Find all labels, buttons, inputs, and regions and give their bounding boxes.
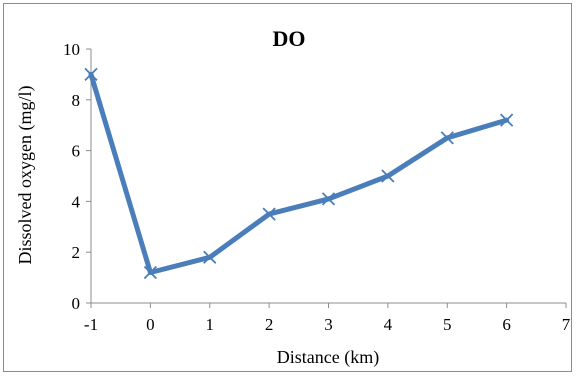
data-point-marker: [499, 113, 514, 127]
x-tick-label: 1: [206, 315, 215, 334]
x-tick-label: 4: [384, 315, 393, 334]
axes: [86, 48, 567, 308]
y-tick-label: 6: [72, 142, 81, 161]
data-point-marker: [381, 169, 395, 183]
y-tick-labels: 0 2 4 6 8 10: [63, 40, 81, 313]
y-tick-label: 0: [72, 294, 81, 313]
data-point-marker: [143, 265, 158, 280]
data-point-marker: [84, 67, 98, 82]
data-point-marker: [203, 250, 217, 264]
y-tick-label: 4: [72, 192, 81, 211]
x-tick-label: 7: [562, 315, 571, 334]
y-tick-label: 8: [72, 91, 81, 110]
y-tick-label: 10: [63, 40, 80, 59]
x-tick-label: 6: [502, 315, 511, 334]
data-point-marker: [321, 192, 336, 206]
chart-title: DO: [273, 26, 306, 51]
x-tick-labels: -1 0 1 2 3 4 5 6 7: [84, 315, 571, 334]
data-point-marker: [440, 131, 454, 145]
y-axis-label: Dissolved oxygen (mg/l): [15, 86, 36, 265]
y-tick-label: 2: [72, 243, 81, 262]
x-tick-label: -1: [84, 315, 98, 334]
x-axis-label: Distance (km): [277, 347, 379, 368]
x-tick-label: 2: [265, 315, 274, 334]
chart-frame: [3, 3, 572, 372]
x-tick-label: 5: [443, 315, 452, 334]
series-group: [84, 67, 514, 280]
x-tick-label: 3: [324, 315, 333, 334]
data-point-marker: [262, 207, 276, 221]
series-line: [88, 71, 510, 275]
x-tick-label: 0: [146, 315, 155, 334]
